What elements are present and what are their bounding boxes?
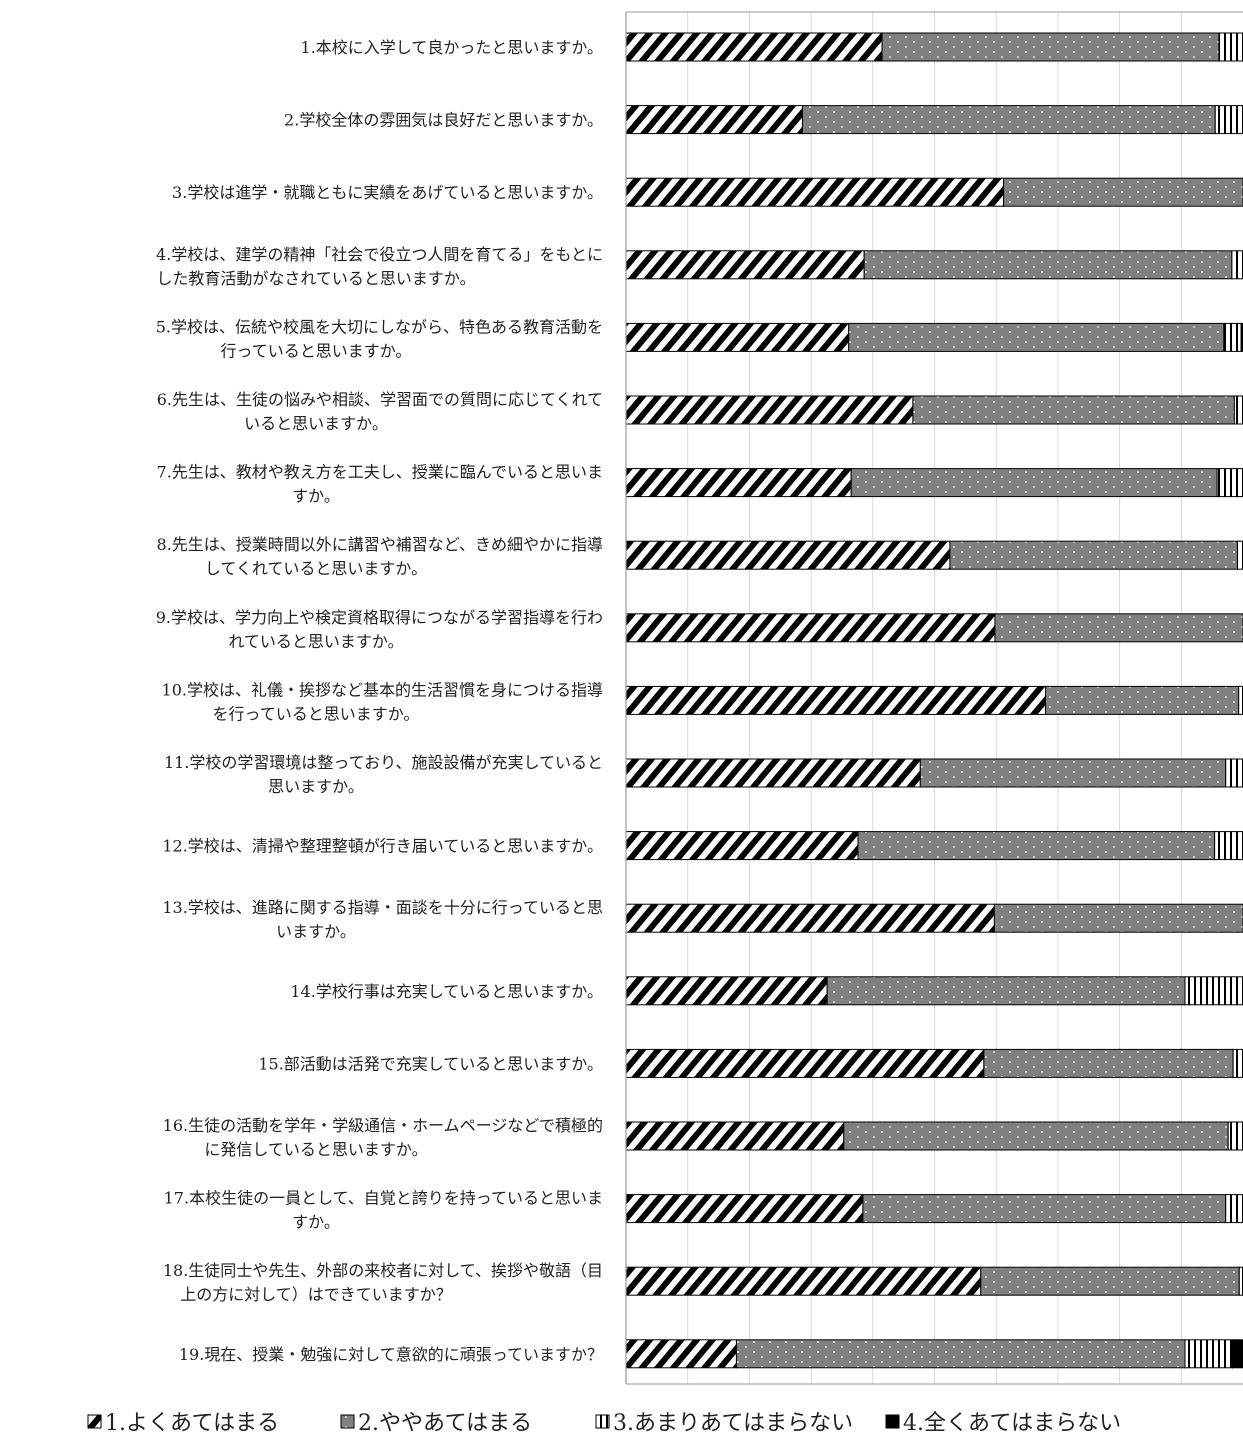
bar-segment-q11-s3 [1225,758,1243,788]
legend-swatch [87,1414,102,1429]
bar-segment-q8-s2 [949,540,1238,570]
bar-segment-q17-s3 [1225,1194,1243,1224]
bar-segment-q3-s1 [625,177,1005,207]
bar-segment-q19-s3 [1184,1339,1234,1369]
bar-segment-q8-s1 [625,540,951,570]
bar-segment-q7-s2 [850,468,1218,498]
bar-segment-q9-s1 [625,613,996,643]
question-label: 17.本校生徒の一員として、自覚と誇りを持っていると思いますか。 [164,1189,603,1232]
question-label: 15.部活動は活発で充実していると思いますか。 [258,1054,603,1073]
bar-segment-q7-s1 [625,468,852,498]
legend: 1.よくあてはまる 2.ややあてはまる 3.あまりあてはまらない 4.全くあてはまらな… [87,1411,1121,1436]
question-label: 4.学校は、建学の精神「社会で役立つ人間を育てる」をもとにした教育活動がなされて… [156,245,603,288]
question-label: 6.先生は、生徒の悩みや相談、学習面での質問に応じてくれていると思いますか。 [157,390,603,433]
bar-segment-q1-s3 [1218,32,1243,62]
bar-segment-q15-s1 [625,1048,985,1078]
bar-segment-q18-s2 [980,1266,1240,1296]
question-label: 18.生徒同士や先生、外部の来校者に対して、挨拶や敬語（目上の方に対して）はでき… [163,1261,603,1304]
question-label: 9.学校は、学力向上や検定資格取得につながる学習指導を行われていると思いますか。 [156,608,603,651]
bar-segment-q19-s2 [735,1339,1186,1369]
question-label: 1.本校に入学して良かったと思いますか。 [301,38,603,57]
bar-segment-q16-s1 [625,1121,845,1151]
question-label: 5.学校は、伝統や校風を大切にしながら、特色ある教育活動を行っていると思いますか… [156,317,603,360]
bar-segment-q10-s2 [1045,685,1240,715]
bar-segment-q15-s2 [983,1048,1234,1078]
bar-segment-q14-s2 [826,976,1186,1006]
bar-segment-q4-s2 [863,250,1233,280]
bar-segment-q11-s1 [625,758,921,788]
bar-segment-q1-s2 [881,32,1220,62]
bar-segment-q12-s1 [625,831,859,861]
legend-label: 1.よくあてはまる [105,1411,279,1436]
bar-segment-q12-s3 [1214,831,1243,861]
bar-segment-q17-s2 [862,1194,1227,1224]
bar-segment-q13-s1 [625,903,995,933]
bar-segment-q2-s1 [625,105,803,135]
legend-swatch [885,1414,900,1429]
bar-segment-q2-s2 [801,105,1216,135]
legend-label: 4.全くあてはまらない [903,1411,1121,1436]
bar-segment-q18-s3 [1238,1266,1243,1296]
bar-segment-q10-s1 [625,685,1047,715]
bar-segment-q12-s2 [857,831,1216,861]
bar-segment-q6-s2 [912,395,1235,425]
question-label: 19.現在、授業・勉強に対して意欲的に頑張っていますか？ [179,1345,603,1364]
legend-label: 3.あまりあてはまらない [613,1411,853,1436]
bar-segment-q7-s3 [1216,468,1243,498]
bar-segment-q8-s3 [1236,540,1243,570]
bar-segment-q9-s2 [994,613,1243,643]
legend-swatch [340,1414,355,1429]
question-label: 2.学校全体の雰囲気は良好だと思いますか。 [284,111,603,130]
bar-segment-q14-s1 [625,976,828,1006]
bar-segment-q19-s4 [1232,1339,1243,1369]
question-label: 3.学校は進学・就職ともに実績をあげていると思いますか。 [172,183,603,202]
question-label: 14.学校行事は充実していると思いますか。 [290,982,603,1001]
bar-segment-q4-s3 [1231,250,1243,280]
bar-segment-q13-s2 [993,903,1243,933]
question-label: 7.先生は、教材や教え方を工夫し、授業に臨んでいると思いますか。 [157,463,603,506]
bar-segment-q19-s1 [625,1339,737,1369]
bar-segment-q14-s3 [1184,976,1243,1006]
question-labels: 1.本校に入学して良かったと思いますか。 2.学校全体の雰囲気は良好だと思いますか… [156,38,603,1364]
bar-segment-q2-s3 [1214,105,1243,135]
bar-segment-q17-s1 [625,1194,864,1224]
bar-segment-q5-s2 [848,322,1225,352]
bar-segment-q16-s3 [1227,1121,1243,1151]
bar-segment-q1-s1 [625,32,883,62]
bar-segment-q3-s2 [1003,177,1243,207]
bar-segment-q5-s1 [625,322,850,352]
bar-segment-q5-s3 [1223,322,1242,352]
legend-swatch [595,1414,610,1429]
bar-segment-q4-s1 [625,250,865,280]
bar-segment-q6-s3 [1233,395,1243,425]
question-label: 8.先生は、授業時間以外に講習や補習など、きめ細やかに指導してくれていると思いま… [157,535,603,578]
question-label: 11.学校の学習環境は整っており、施設設備が充実していると思いますか。 [164,753,603,796]
question-label: 12.学校は、清掃や整理整頓が行き届いていると思いますか。 [162,837,603,856]
bar-segment-q10-s3 [1238,685,1243,715]
bar-segment-q16-s2 [843,1121,1229,1151]
question-label: 13.学校は、進路に関する指導・面談を十分に行っていると思いますか。 [162,898,603,941]
legend-label: 2.ややあてはまる [358,1411,532,1436]
bar-segment-q6-s1 [625,395,914,425]
question-label: 10.学校は、礼儀・挨拶など基本的生活習慣を身につける指導を行っていると思います… [162,680,603,723]
bar-segment-q18-s1 [625,1266,982,1296]
question-label: 16.生徒の活動を学年・学級通信・ホームページなどで積極的に発信していると思いま… [163,1116,603,1159]
axes [625,11,1243,1385]
bar-segment-q15-s3 [1232,1048,1243,1078]
bar-segment-q11-s2 [919,758,1227,788]
bar-segment-q5-s4 [1240,322,1243,352]
